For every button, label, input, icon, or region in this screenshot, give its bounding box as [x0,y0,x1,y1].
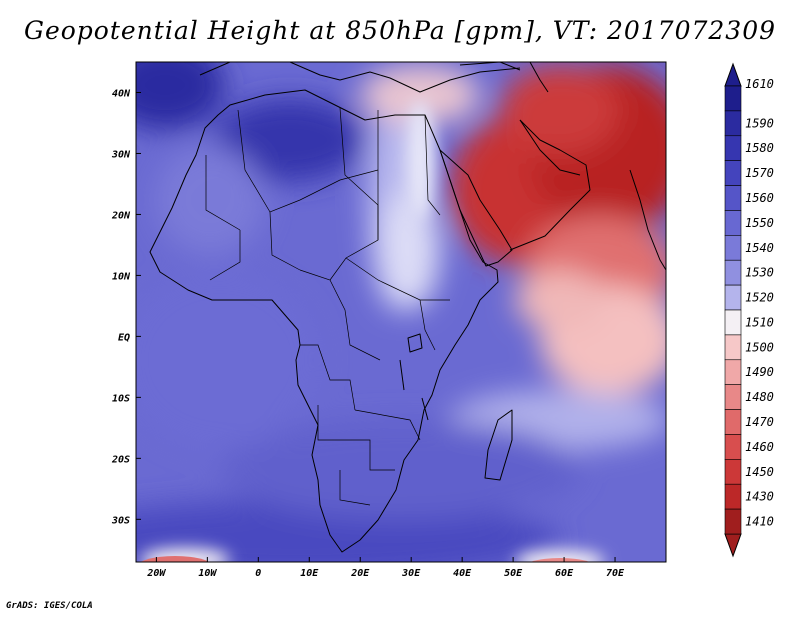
x-tick-label: 10W [198,568,217,579]
arabia-east-coast [509,119,591,251]
colorbar-top-arrow [724,62,742,87]
colorbar-swatch [724,309,742,336]
colorbar-swatch [724,259,742,286]
x-tick-label: 70E [606,568,625,579]
colorbar-label: 1490 [745,365,774,379]
lake-malawi [421,397,429,421]
credit-label: GrADS: IGES/COLA [6,601,93,611]
colorbar-label: 1480 [745,390,774,404]
colorbar-swatch [724,459,742,485]
colorbar-swatch [724,110,742,137]
colorbar-swatch [724,434,742,460]
country-borders [205,107,450,506]
colorbar-swatch [724,384,742,410]
axis-ticks: 20W 10W 0 10E 20E 30E 40E 50E 60E 70E 40N 30N 20N 10N… [111,88,625,579]
colorbar-label: 1470 [745,415,774,429]
map-title: Geopotential Height at 850hPa [gpm], VT:… [23,16,777,45]
y-tick-label: EQ [118,332,130,343]
y-tick-label: 30S [111,515,130,526]
colorbar-label: 1550 [745,216,774,230]
colorbar-swatch [724,409,742,435]
y-tick-label: 20N [111,210,131,221]
colorbar-swatch [724,334,742,361]
y-tick-label: 10N [112,271,131,282]
colorbar-swatch [724,85,742,112]
arabia-coastline [439,149,513,267]
colorbar-swatch [724,235,742,261]
x-tick-label: 20W [146,568,166,579]
colorbar-label: 1410 [745,515,774,529]
colorbar-label: 1520 [745,291,774,305]
colorbar-label: 1530 [745,266,774,280]
colorbar-swatch [724,508,742,535]
colorbar: 1610 1590 1580 1570 1560 1550 1540 1530 1520 1510… [724,62,774,558]
black-sea [459,62,521,71]
x-tick-label: 50E [504,568,523,579]
colorbar-label: 1500 [745,340,774,354]
coastlines [149,62,666,553]
madagascar [484,409,513,481]
x-tick-label: 20E [350,568,370,579]
colorbar-label: 1510 [745,315,774,329]
persian-gulf [519,119,581,176]
lake-victoria [407,333,423,353]
y-tick-label: 40N [112,88,131,99]
y-tick-label: 10S [112,393,130,404]
height-field [136,62,666,562]
mediterranean-north [199,62,521,93]
colorbar-label: 1610 [745,77,774,91]
colorbar-swatch [724,185,742,211]
colorbar-label: 1540 [745,241,774,255]
colorbar-swatch [724,483,742,510]
india-coastline [629,169,666,271]
colorbar-swatch [724,210,742,236]
x-tick-label: 0 [255,568,261,579]
colorbar-label: 1580 [745,141,774,155]
colorbar-label: 1460 [745,440,774,454]
colorbar-swatch [724,160,742,186]
colorbar-bottom-arrow [724,533,742,558]
x-tick-label: 40E [453,568,472,579]
colorbar-label: 1570 [745,166,774,180]
colorbar-label: 1590 [745,116,774,130]
colorbar-label: 1430 [745,490,774,504]
y-tick-label: 20S [111,454,130,465]
colorbar-swatch [724,135,742,161]
y-tick-label: 30N [111,149,131,160]
x-tick-label: 30E [401,568,421,579]
colorbar-label: 1450 [745,465,774,479]
africa-coastline [149,89,499,553]
colorbar-swatch [724,284,742,311]
lake-tanganyika [399,359,405,391]
colorbar-swatch [724,359,742,385]
map-frame [135,61,667,563]
x-tick-label: 60E [555,568,574,579]
x-tick-label: 10E [300,568,319,579]
colorbar-label: 1560 [745,191,774,205]
caspian [529,62,549,93]
